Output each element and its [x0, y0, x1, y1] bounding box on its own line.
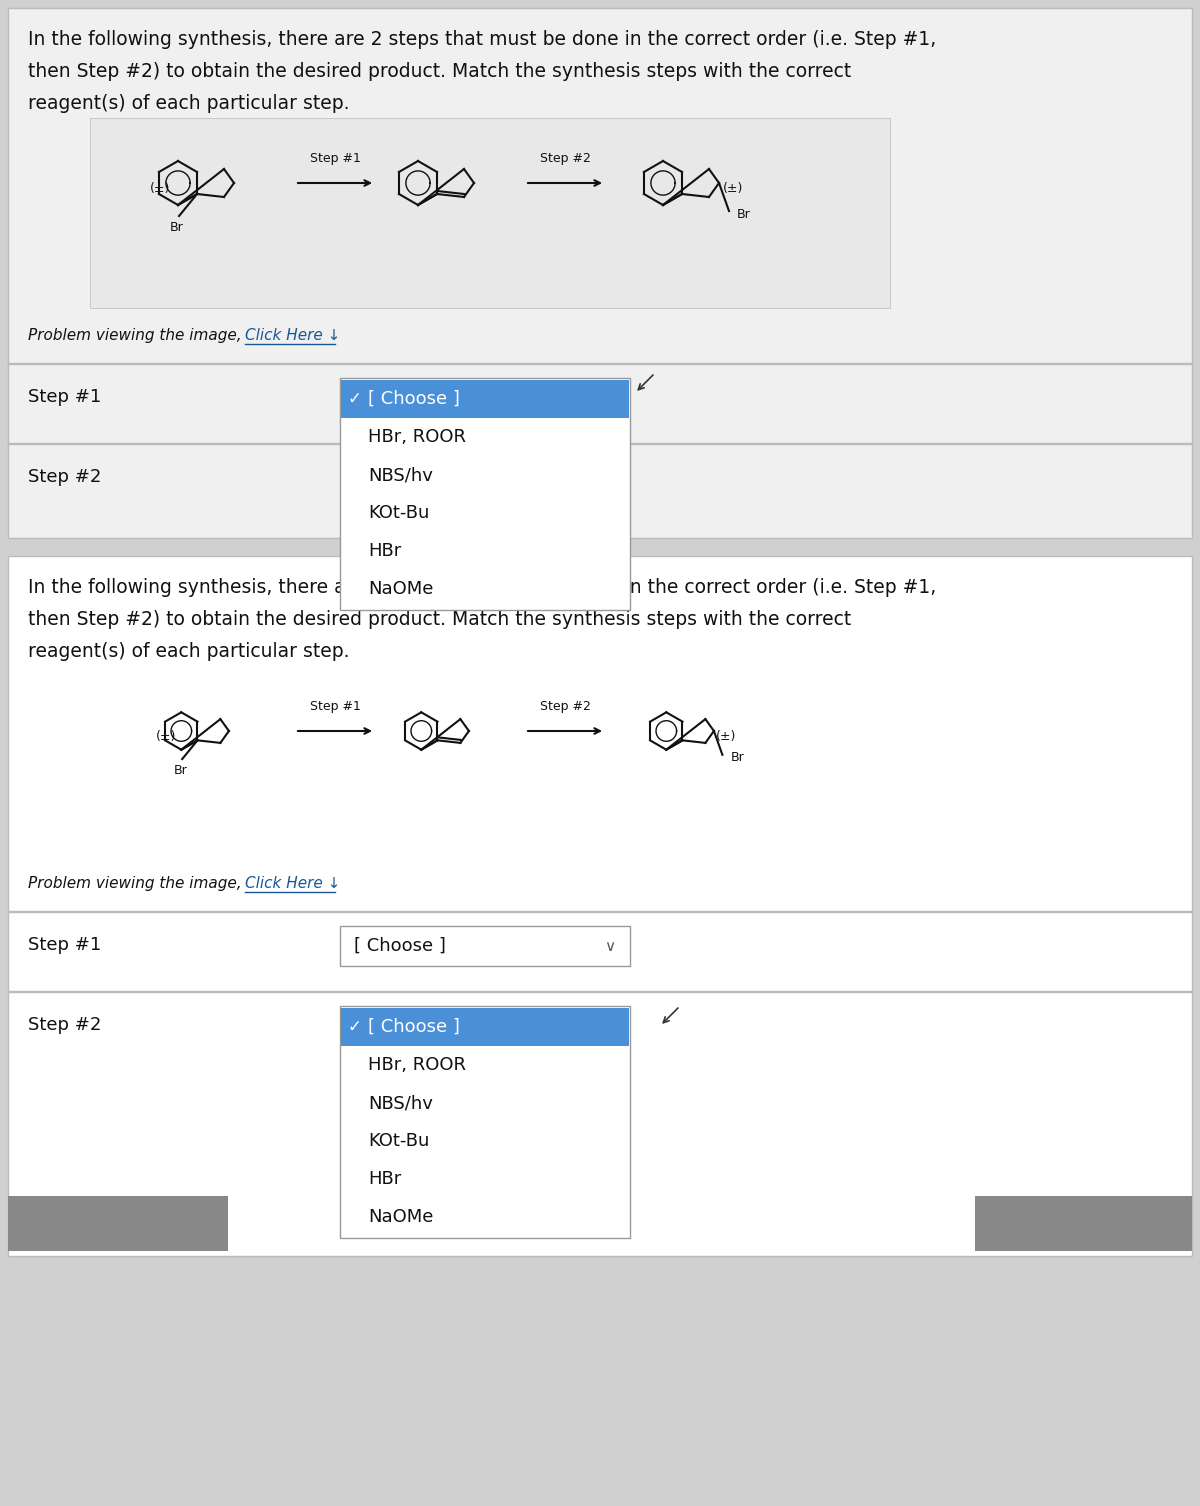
Bar	[8, 8, 1192, 538]
Bar	[340, 378, 630, 610]
Text: Problem viewing the image,: Problem viewing the image,	[28, 876, 246, 892]
Bar	[974, 1196, 1192, 1251]
Text: Step #2: Step #2	[540, 152, 590, 166]
Text: reagent(s) of each particular step.: reagent(s) of each particular step.	[28, 642, 349, 661]
Text: Step #2: Step #2	[28, 1017, 101, 1035]
Text: Br: Br	[170, 221, 184, 233]
Bar	[90, 117, 890, 309]
Text: (±): (±)	[156, 729, 176, 742]
Text: HBr: HBr	[368, 542, 401, 560]
Text: In the following synthesis, there are 2 steps that must be done in the correct o: In the following synthesis, there are 2 …	[28, 578, 936, 596]
Bar	[340, 926, 630, 965]
Text: [ Choose ]: [ Choose ]	[368, 390, 460, 408]
Text: NaOMe: NaOMe	[368, 580, 433, 598]
Bar	[340, 1006, 630, 1238]
Text: Step #1: Step #1	[310, 152, 360, 166]
Text: Step #2: Step #2	[28, 468, 101, 486]
Text: KOt-Bu: KOt-Bu	[368, 1133, 430, 1151]
Text: reagent(s) of each particular step.: reagent(s) of each particular step.	[28, 93, 349, 113]
Text: [ Choose ]: [ Choose ]	[354, 937, 446, 955]
Text: Problem viewing the image,: Problem viewing the image,	[28, 328, 246, 343]
Text: NaOMe: NaOMe	[368, 1208, 433, 1226]
Text: Step #2: Step #2	[540, 700, 590, 712]
Text: In the following synthesis, there are 2 steps that must be done in the correct o: In the following synthesis, there are 2 …	[28, 30, 936, 50]
Bar	[8, 556, 1192, 1256]
Text: NBS/hv: NBS/hv	[368, 465, 433, 483]
Text: ✓: ✓	[348, 1018, 362, 1036]
Text: (±): (±)	[715, 729, 736, 742]
Text: Click Here ↓: Click Here ↓	[245, 328, 341, 343]
Text: Click Here ↓: Click Here ↓	[245, 876, 341, 892]
Text: Step #1: Step #1	[310, 700, 360, 712]
Text: HBr, ROOR: HBr, ROOR	[368, 1056, 466, 1074]
Text: HBr, ROOR: HBr, ROOR	[368, 428, 466, 446]
Text: then Step #2) to obtain the desired product. Match the synthesis steps with the : then Step #2) to obtain the desired prod…	[28, 610, 851, 630]
Text: Br: Br	[731, 751, 744, 765]
Text: ✓: ✓	[348, 390, 362, 408]
Text: Br: Br	[173, 764, 187, 777]
Text: then Step #2) to obtain the desired product. Match the synthesis steps with the : then Step #2) to obtain the desired prod…	[28, 62, 851, 81]
Text: HBr: HBr	[368, 1170, 401, 1188]
Text: NBS/hv: NBS/hv	[368, 1093, 433, 1111]
Text: [ Choose ]: [ Choose ]	[368, 1018, 460, 1036]
Text: Step #1: Step #1	[28, 389, 101, 407]
Text: (±): (±)	[150, 182, 170, 194]
Text: ∨: ∨	[605, 938, 616, 953]
Text: Br: Br	[737, 208, 751, 220]
Text: (±): (±)	[722, 182, 743, 194]
Bar	[341, 380, 629, 419]
Text: Step #1: Step #1	[28, 937, 101, 953]
Text: KOt-Bu: KOt-Bu	[368, 505, 430, 523]
Bar	[8, 1196, 228, 1251]
Bar	[341, 1008, 629, 1047]
